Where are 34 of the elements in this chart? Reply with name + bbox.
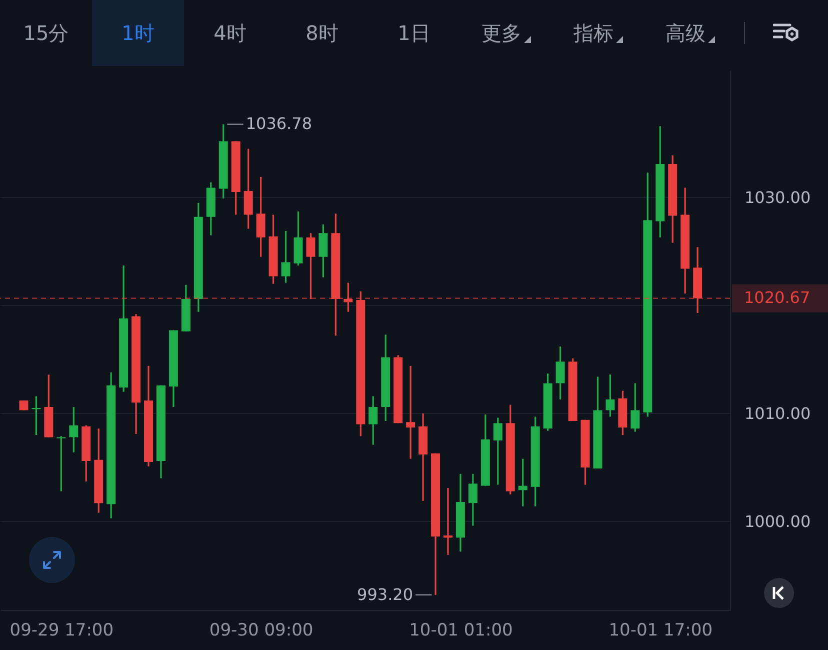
candlestick [56, 435, 66, 492]
x-tick-label: 10-01 01:00 [409, 620, 513, 640]
candlestick [406, 365, 416, 460]
x-tick-label: 10-01 17:00 [608, 620, 713, 640]
annotation: 1036.78 [246, 114, 312, 134]
text: 15分 [22, 20, 70, 46]
candlestick [630, 382, 640, 433]
text: 更多 [480, 20, 522, 46]
candlestick [443, 487, 452, 556]
candlestick [368, 395, 378, 446]
ref-line-label: 1020.67 [744, 288, 810, 308]
text: 指标 [572, 20, 614, 46]
text: 高级 [664, 20, 706, 46]
candlestick [468, 473, 478, 527]
text: 4时 [212, 20, 248, 46]
candlestick [69, 406, 78, 454]
candlestick [32, 395, 41, 436]
text: 8时 [304, 20, 340, 46]
candlestick [244, 148, 253, 230]
candlestick [318, 224, 328, 278]
x-tick-label: 09-29 17:00 [10, 620, 114, 640]
candlestick [493, 416, 502, 486]
y-tick-label: 1030.00 [744, 188, 811, 207]
text: 1时 [92, 0, 184, 66]
candlestick [281, 230, 290, 284]
candlestick [518, 458, 528, 508]
candlestick [606, 374, 615, 418]
y-tick-label: 1010.00 [744, 404, 811, 423]
annotation: 993.20 [357, 584, 414, 604]
y-tick-label: 1000.00 [744, 512, 811, 531]
candlestick [556, 346, 565, 400]
text: 1日 [396, 20, 432, 46]
candlestick [256, 176, 266, 258]
x-tick-label: 09-30 09:00 [209, 620, 314, 640]
